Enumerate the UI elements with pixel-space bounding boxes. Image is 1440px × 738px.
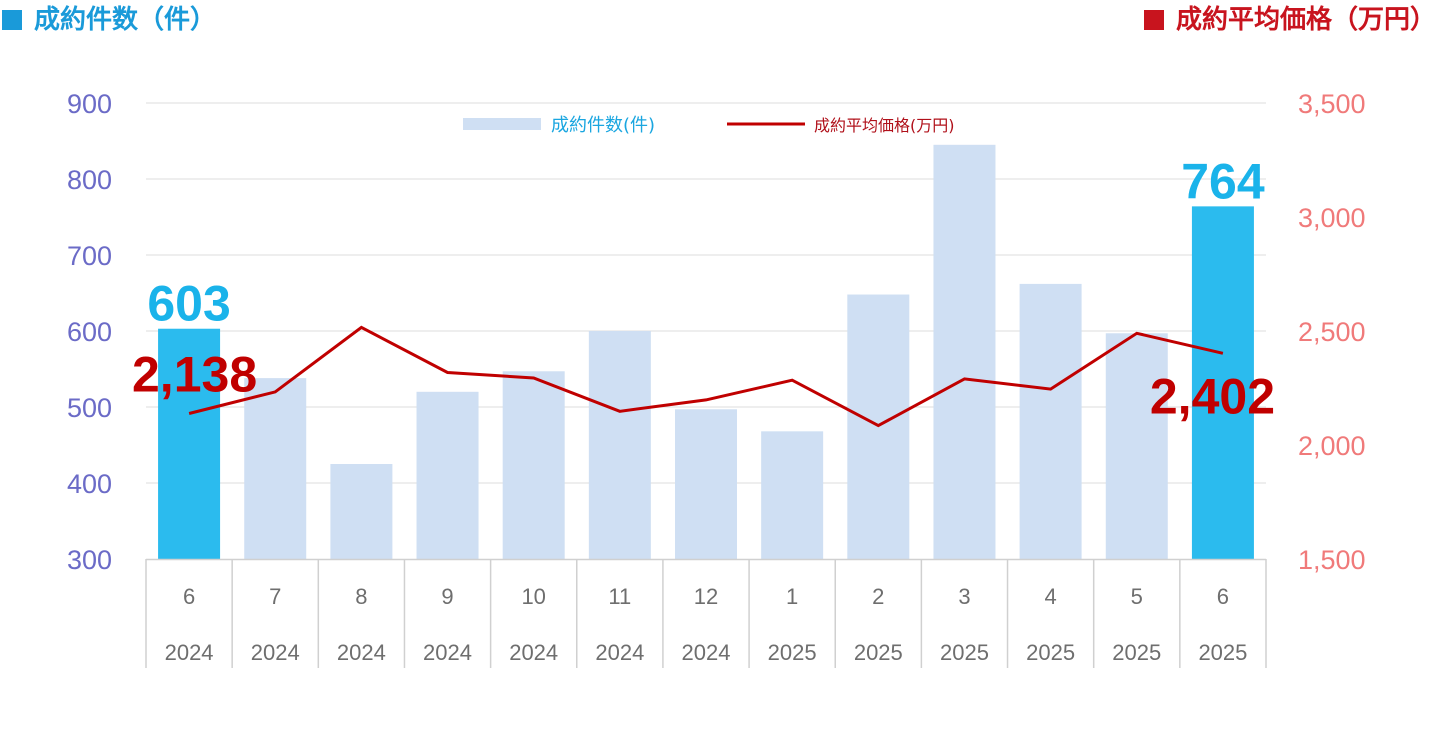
bar [158, 328, 221, 559]
month-tick-label: 1 [786, 584, 798, 609]
month-tick-label: 12 [694, 584, 718, 609]
left-axis-tick-label: 600 [67, 317, 112, 347]
left-axis-tick-label: 700 [67, 241, 112, 271]
month-tick-label: 11 [608, 584, 631, 609]
year-tick-label: 2025 [768, 640, 817, 665]
right-axis-tick-label: 3,500 [1298, 89, 1366, 119]
left-axis-tick-label: 400 [67, 469, 112, 499]
left-axis-title-text: 成約件数（件） [34, 5, 217, 35]
month-tick-label: 8 [355, 584, 367, 609]
bar-data-label: 603 [147, 276, 230, 332]
left-axis-tick-label: 500 [67, 393, 112, 423]
bar [588, 331, 651, 559]
month-tick-label: 6 [1217, 584, 1229, 609]
left-axis-tick-label: 300 [67, 545, 112, 575]
right-axis-tick-label: 1,500 [1298, 545, 1366, 575]
bar [502, 371, 565, 559]
year-tick-label: 2024 [595, 640, 644, 665]
month-tick-label: 3 [958, 584, 970, 609]
bar [330, 464, 393, 559]
bar-data-label: 764 [1181, 153, 1265, 209]
month-tick-label: 2 [872, 584, 884, 609]
left-axis-tick-label: 800 [67, 165, 112, 195]
legend-label-price: 成約平均価格(万円) [814, 116, 955, 135]
year-tick-label: 2024 [251, 640, 300, 665]
bar [1105, 333, 1168, 559]
square-icon [1143, 10, 1164, 30]
month-tick-label: 9 [441, 584, 453, 609]
square-icon [2, 10, 22, 30]
year-tick-label: 2024 [509, 640, 558, 665]
line-data-label: 2,402 [1150, 368, 1275, 424]
right-axis-tick-label: 2,500 [1298, 317, 1366, 347]
year-tick-label: 2025 [1112, 640, 1161, 665]
year-tick-label: 2024 [337, 640, 386, 665]
month-tick-label: 10 [521, 584, 545, 609]
bar [416, 391, 479, 559]
bar [244, 378, 307, 559]
year-tick-label: 2024 [423, 640, 472, 665]
year-tick-label: 2025 [1198, 640, 1247, 665]
bar [761, 431, 824, 559]
left-axis-tick-label: 900 [67, 89, 112, 119]
month-tick-label: 4 [1044, 584, 1056, 609]
right-axis-tick-label: 3,000 [1298, 203, 1366, 233]
bar [1191, 206, 1254, 560]
right-axis-tick-label: 2,000 [1298, 431, 1366, 461]
right-axis-title: 成約平均価格（万円） [1143, 2, 1436, 38]
line-data-label: 2,138 [132, 347, 257, 403]
month-tick-label: 7 [269, 584, 281, 609]
year-tick-label: 2025 [1026, 640, 1075, 665]
bar [933, 144, 996, 560]
price-line [188, 325, 1224, 428]
left-axis-title: 成約件数（件） [2, 2, 216, 38]
month-tick-label: 6 [183, 584, 195, 609]
legend-swatch-bar [463, 118, 541, 130]
bar [675, 409, 737, 559]
year-tick-label: 2024 [682, 640, 731, 665]
year-tick-label: 2025 [940, 640, 989, 665]
right-axis-title-text: 成約平均価格（万円） [1175, 5, 1436, 35]
legend-label-count: 成約件数(件) [551, 115, 655, 136]
month-tick-label: 5 [1131, 584, 1143, 609]
year-tick-label: 2024 [165, 640, 214, 665]
bar [1019, 283, 1082, 559]
year-tick-label: 2025 [854, 640, 903, 665]
